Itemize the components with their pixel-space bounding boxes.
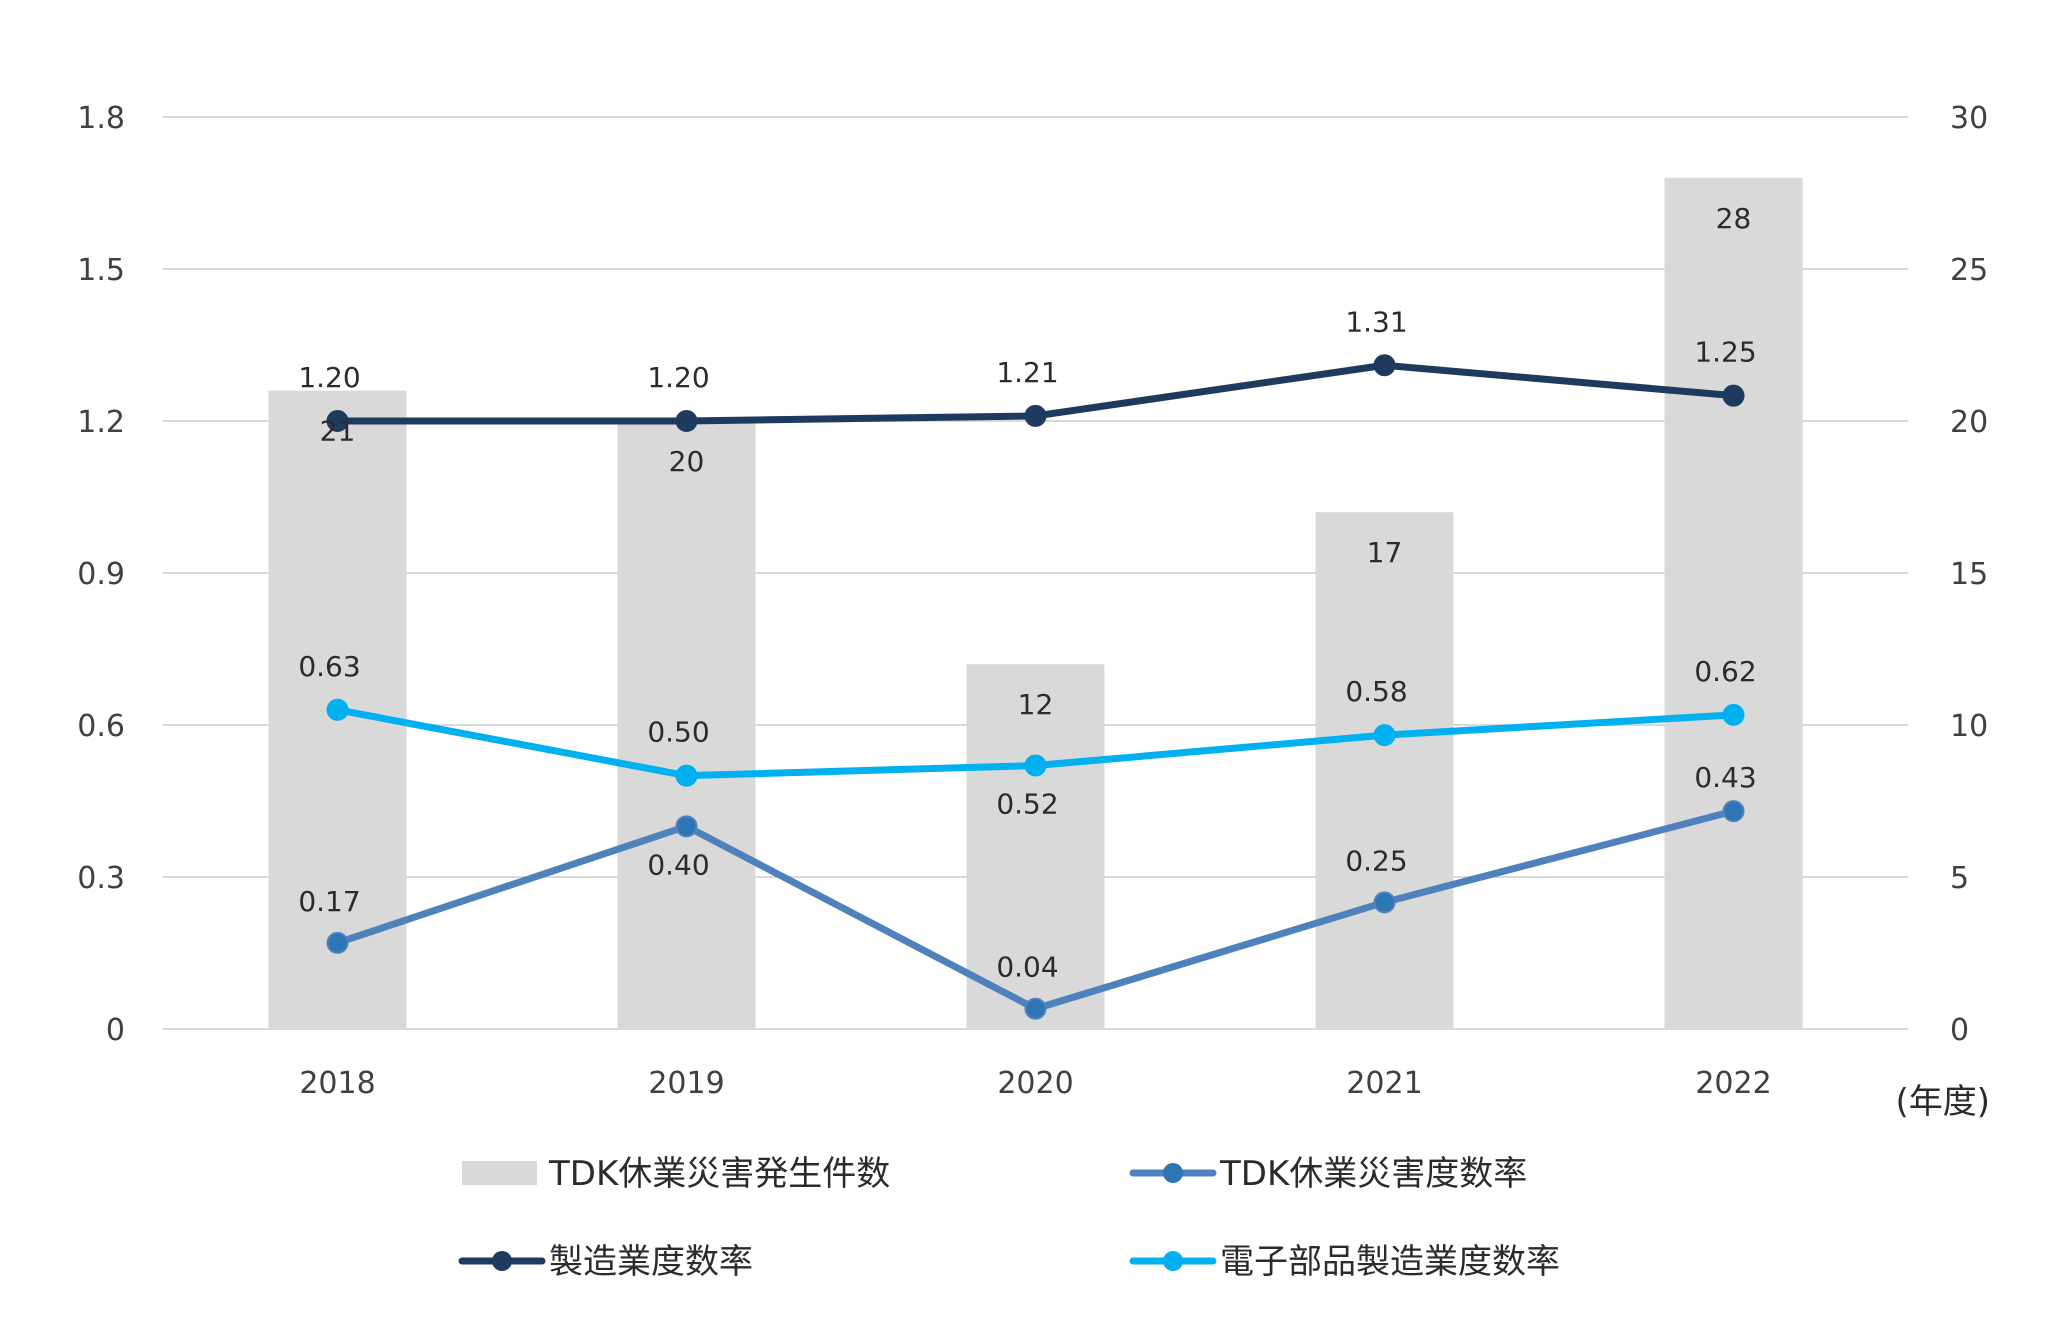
bar bbox=[1664, 177, 1803, 1030]
line-value-label: 0.25 bbox=[1345, 844, 1407, 877]
data-labels: 21 20 12 17 28 0.17 0.40 0.04 0.25 0.43 1.20 1.20 1.… bbox=[298, 202, 1756, 984]
left-axis-tick-label: 0.3 bbox=[77, 861, 125, 896]
legend-item: 電子部品製造業度数率 bbox=[1129, 1242, 1560, 1282]
bar-value-label: 12 bbox=[1018, 688, 1054, 721]
axes: 0 0.3 0.6 0.9 1.2 1.5 1.8 0 5 10 15 20 25 30 2018 2019 2… bbox=[77, 101, 1988, 1101]
legend-item: 製造業度数率 bbox=[458, 1242, 753, 1282]
legend-item: TDK休業災害発生件数 bbox=[462, 1154, 890, 1194]
line-value-label: 1.20 bbox=[298, 361, 360, 394]
legend-swatch bbox=[462, 1161, 537, 1185]
data-point bbox=[1722, 384, 1745, 407]
x-axis-tick-label: 2021 bbox=[1346, 1066, 1422, 1101]
legend-label: TDK休業災害度数率 bbox=[1219, 1154, 1527, 1194]
line-value-label: 0.04 bbox=[996, 951, 1058, 984]
line-value-label: 1.31 bbox=[1345, 305, 1407, 338]
bar bbox=[1315, 512, 1454, 1029]
left-axis-tick-label: 1.5 bbox=[77, 253, 125, 288]
legend-label: 製造業度数率 bbox=[549, 1242, 753, 1282]
legend-marker bbox=[1163, 1251, 1183, 1271]
right-axis-tick-label: 5 bbox=[1950, 861, 1969, 896]
right-axis-tick-label: 25 bbox=[1950, 253, 1988, 288]
legend-marker bbox=[492, 1251, 512, 1271]
legend-item: TDK休業災害度数率 bbox=[1129, 1154, 1527, 1194]
x-axis-unit-label: (年度) bbox=[1895, 1082, 1990, 1122]
data-point bbox=[1024, 754, 1047, 777]
data-point bbox=[1373, 354, 1396, 377]
right-axis-tick-label: 30 bbox=[1950, 101, 1988, 136]
bar bbox=[966, 664, 1105, 1029]
data-point bbox=[1024, 997, 1047, 1020]
bar-value-label: 21 bbox=[320, 415, 356, 448]
line-value-label: 0.62 bbox=[1694, 655, 1756, 688]
line-value-label: 0.40 bbox=[647, 848, 709, 881]
left-axis-tick-label: 0 bbox=[106, 1013, 125, 1048]
line-series bbox=[326, 354, 1745, 1020]
data-point bbox=[326, 931, 349, 954]
line-value-label: 0.43 bbox=[1694, 761, 1756, 794]
x-axis-tick-label: 2018 bbox=[299, 1066, 375, 1101]
data-point bbox=[675, 764, 698, 787]
line-value-label: 1.21 bbox=[996, 356, 1058, 389]
data-point bbox=[675, 815, 698, 838]
bar bbox=[617, 421, 756, 1029]
legend-label: TDK休業災害発生件数 bbox=[548, 1154, 890, 1194]
line-value-label: 0.63 bbox=[298, 650, 360, 683]
left-axis-tick-label: 1.8 bbox=[77, 101, 125, 136]
data-point bbox=[326, 410, 349, 432]
data-point bbox=[1722, 800, 1745, 823]
legend-label: 電子部品製造業度数率 bbox=[1220, 1242, 1560, 1282]
left-axis-tick-label: 0.6 bbox=[77, 709, 125, 744]
bar-value-label: 20 bbox=[669, 445, 705, 478]
data-point bbox=[675, 410, 698, 432]
line-value-label: 0.58 bbox=[1345, 675, 1407, 708]
data-point bbox=[1373, 891, 1396, 914]
bar-series bbox=[268, 177, 1803, 1030]
right-axis-tick-label: 20 bbox=[1950, 405, 1988, 440]
bar-value-label: 17 bbox=[1367, 536, 1403, 569]
x-axis-tick-label: 2019 bbox=[648, 1066, 724, 1101]
bar-value-label: 28 bbox=[1716, 202, 1752, 235]
x-axis-tick-label: 2020 bbox=[997, 1066, 1073, 1101]
line-value-label: 0.17 bbox=[298, 885, 360, 918]
x-axis-tick-label: 2022 bbox=[1695, 1066, 1771, 1101]
left-axis-tick-label: 1.2 bbox=[77, 405, 125, 440]
data-point bbox=[326, 698, 349, 721]
line-value-label: 0.52 bbox=[996, 788, 1058, 821]
line-value-label: 0.50 bbox=[647, 716, 709, 749]
line-value-label: 1.25 bbox=[1694, 336, 1756, 369]
right-axis-tick-label: 0 bbox=[1950, 1013, 1969, 1048]
data-point bbox=[1373, 724, 1396, 747]
right-axis-tick-label: 10 bbox=[1950, 709, 1988, 744]
left-axis-tick-label: 0.9 bbox=[77, 557, 125, 592]
legend-marker bbox=[1163, 1163, 1183, 1183]
right-axis-tick-label: 15 bbox=[1950, 557, 1988, 592]
data-point bbox=[1024, 404, 1047, 427]
data-point bbox=[1722, 703, 1745, 726]
line-value-label: 1.20 bbox=[647, 361, 709, 394]
